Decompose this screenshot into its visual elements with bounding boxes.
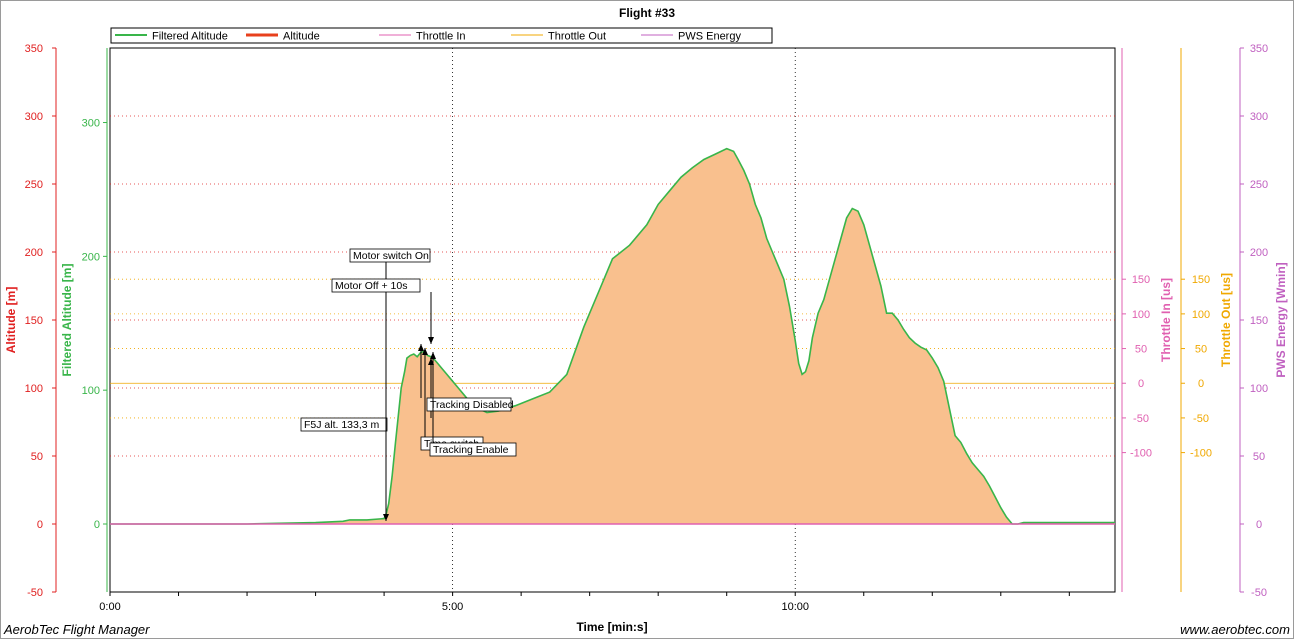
x-tick-label: 5:00 bbox=[442, 601, 463, 613]
altitude-tick-label: 0 bbox=[37, 519, 43, 531]
annotation-box bbox=[300, 417, 388, 432]
filtered-altitude-tick-label: 100 bbox=[82, 385, 100, 397]
legend-label: Throttle In bbox=[416, 31, 466, 43]
annotation-label: Tracking Enable bbox=[433, 444, 509, 456]
legend-box bbox=[110, 27, 773, 44]
throttle_in-tick-label: -100 bbox=[1130, 448, 1152, 460]
pws_energy-tick-label: 150 bbox=[1250, 315, 1268, 327]
throttle_in-tick-label: -50 bbox=[1133, 413, 1149, 425]
chart-title: Flight #33 bbox=[619, 6, 675, 20]
filtered-altitude-tick-label: 0 bbox=[94, 519, 100, 531]
x-tick-label: 10:00 bbox=[781, 601, 809, 613]
throttle_in-tick-label: 100 bbox=[1132, 309, 1150, 321]
altitude-tick-label: 250 bbox=[25, 179, 43, 191]
annotation-arrowhead bbox=[383, 514, 389, 521]
altitude-axis-title: Altitude [m] bbox=[4, 287, 18, 354]
filtered-altitude-axis-title: Filtered Altitude [m] bbox=[60, 264, 74, 377]
altitude-tick-label: 200 bbox=[25, 247, 43, 259]
legend-label: Altitude bbox=[283, 31, 320, 43]
throttle_out-tick-label: -100 bbox=[1190, 448, 1212, 460]
legend-label: Filtered Altitude bbox=[152, 31, 228, 43]
pws_energy-tick-label: -50 bbox=[1251, 587, 1267, 599]
annotation-arrowhead bbox=[430, 352, 436, 359]
annotation-label: Tracking Disabled bbox=[430, 399, 514, 411]
throttle_out-tick-label: -50 bbox=[1193, 413, 1209, 425]
annotation-box bbox=[426, 397, 512, 412]
pws_energy-tick-label: 350 bbox=[1250, 43, 1268, 55]
annotation-arrowhead bbox=[418, 344, 424, 351]
x-axis-label: Time [min:s] bbox=[576, 620, 647, 634]
x-tick-label: 0:00 bbox=[99, 601, 120, 613]
pws_energy-tick-label: 200 bbox=[1250, 247, 1268, 259]
altitude-area bbox=[110, 148, 1115, 524]
annotation-label: Motor Off + 10s bbox=[335, 280, 407, 292]
annotation-label: F5J alt. 133,3 m bbox=[304, 419, 380, 431]
pws_energy-tick-label: 0 bbox=[1256, 519, 1262, 531]
pws_energy-axis-title: PWS Energy [Wmin] bbox=[1274, 262, 1288, 377]
annotation-box bbox=[331, 278, 421, 293]
annotation-box bbox=[349, 248, 431, 263]
annotation-box bbox=[429, 442, 517, 457]
pws_energy-tick-label: 100 bbox=[1250, 383, 1268, 395]
legend-label: PWS Energy bbox=[678, 31, 741, 43]
altitude-tick-label: 350 bbox=[25, 43, 43, 55]
pws_energy-tick-label: 250 bbox=[1250, 179, 1268, 191]
annotation-label: Motor switch On bbox=[353, 250, 429, 262]
throttle_out-axis-title: Throttle Out [us] bbox=[1219, 273, 1233, 367]
filtered-altitude-tick-label: 200 bbox=[82, 251, 100, 263]
altitude-tick-label: 150 bbox=[25, 315, 43, 327]
throttle_out-tick-label: 150 bbox=[1192, 274, 1210, 286]
throttle_in-tick-label: 150 bbox=[1132, 274, 1150, 286]
pws_energy-tick-label: 300 bbox=[1250, 111, 1268, 123]
footer-website[interactable]: www.aerobtec.com bbox=[1180, 622, 1290, 637]
throttle_out-tick-label: 0 bbox=[1198, 378, 1204, 390]
filtered-altitude-tick-label: 300 bbox=[82, 118, 100, 130]
annotation-arrowhead bbox=[422, 348, 428, 355]
altitude-tick-label: -50 bbox=[27, 587, 43, 599]
annotation-arrowhead bbox=[428, 337, 434, 344]
legend-label: Throttle Out bbox=[548, 31, 606, 43]
throttle_out-tick-label: 50 bbox=[1195, 344, 1207, 356]
altitude-tick-label: 300 bbox=[25, 111, 43, 123]
throttle_out-tick-label: 100 bbox=[1192, 309, 1210, 321]
throttle_in-tick-label: 0 bbox=[1138, 378, 1144, 390]
altitude-tick-label: 50 bbox=[31, 451, 43, 463]
throttle_in-tick-label: 50 bbox=[1135, 344, 1147, 356]
pws_energy-tick-label: 50 bbox=[1253, 451, 1265, 463]
altitude-tick-label: 100 bbox=[25, 383, 43, 395]
footer-app-name: AerobTec Flight Manager bbox=[4, 622, 150, 637]
throttle_in-axis-title: Throttle In [us] bbox=[1159, 278, 1173, 362]
